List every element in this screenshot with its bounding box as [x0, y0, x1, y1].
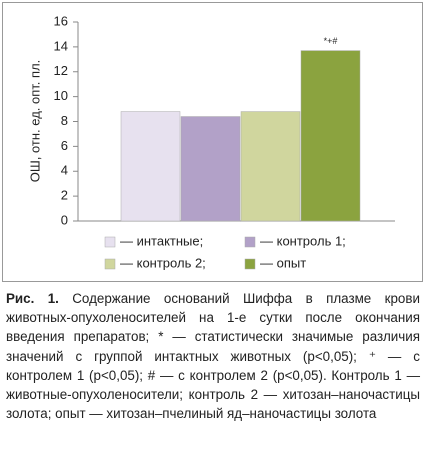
- caption-label: Рис. 1.: [6, 291, 59, 306]
- legend-label: — интактные;: [120, 233, 203, 248]
- y-tick-label: 4: [61, 163, 68, 178]
- y-tick-label: 12: [54, 63, 68, 78]
- legend-label: — контроль 1;: [260, 233, 346, 248]
- chart: ОШ, отн. ед. опт. пл. 0 2 4 6 8 10 12 14 16 *+# — …: [2, 2, 423, 282]
- y-tick-label: 14: [54, 38, 68, 53]
- legend-swatch: [104, 258, 116, 270]
- y-tick-label: 6: [61, 138, 68, 153]
- y-axis-label: ОШ, отн. ед. опт. пл.: [27, 60, 42, 183]
- legend-label: — контроль 2;: [120, 255, 206, 270]
- y-tick-label: 10: [54, 88, 68, 103]
- bar: [300, 50, 361, 222]
- bar-annotation: *+#: [324, 36, 338, 46]
- caption: Рис. 1. Содержание оснований Шиффа в пла…: [6, 289, 420, 423]
- y-tick-label: 16: [54, 13, 68, 28]
- caption-text: Содержание оснований Шиффа в плазме кров…: [6, 291, 420, 422]
- y-tick-label: 8: [61, 113, 68, 128]
- bar: [240, 111, 301, 222]
- y-tick-label: 2: [61, 188, 68, 203]
- bar: [120, 111, 181, 222]
- legend-swatch: [244, 236, 256, 248]
- chart-frame: [2, 2, 423, 282]
- y-tick-label: 0: [61, 212, 68, 227]
- legend-swatch: [244, 258, 256, 270]
- legend-label: — опыт: [260, 255, 306, 270]
- bar: [180, 116, 241, 222]
- legend-swatch: [104, 236, 116, 248]
